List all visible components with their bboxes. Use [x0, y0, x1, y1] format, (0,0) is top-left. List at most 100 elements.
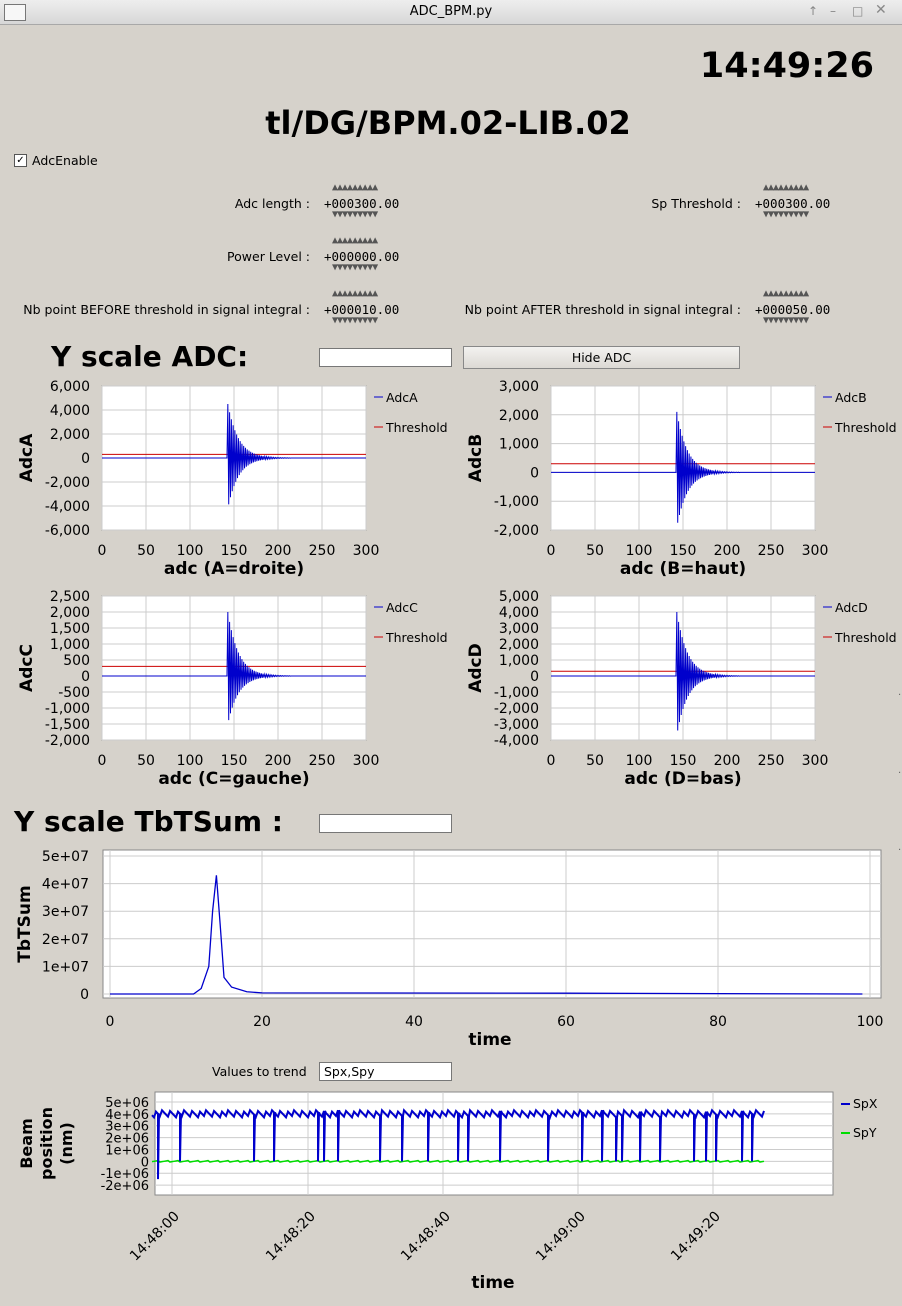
x-tick-label: 40 [405, 1014, 423, 1030]
x-tick-label: 150 [670, 753, 697, 769]
nb-before-label: Nb point BEFORE threshold in signal inte… [23, 302, 310, 317]
x-tick-label: 14:49:20 [668, 1209, 724, 1265]
maximize-icon[interactable]: □ [852, 4, 864, 18]
y-tick-label: 4,000 [50, 403, 90, 419]
y-axis-label: AdcB [466, 434, 486, 482]
adc-length-label: Adc length : [234, 196, 310, 211]
y-tick-label: -2e+06 [101, 1179, 149, 1194]
minimize-icon[interactable]: – [830, 4, 836, 18]
close-icon[interactable]: ✕ [875, 2, 887, 18]
x-axis-label: time [468, 1030, 511, 1050]
legend-label: Threshold [385, 420, 448, 435]
y-tick-label: 3,000 [499, 380, 539, 395]
y-tick-label: 1e+07 [42, 959, 89, 975]
y-tick-label: -6,000 [45, 523, 90, 539]
yscale-tbt-label: Y scale TbTSum : [14, 805, 283, 838]
splitter-handle[interactable]: · [898, 768, 902, 779]
spin-up-arrows[interactable]: ▲▲▲▲▲▲▲▲▲ [332, 288, 378, 299]
trend-label: Values to trend [212, 1064, 307, 1079]
x-tick-label: 14:49:00 [533, 1209, 589, 1265]
y-axis-label: position [37, 1107, 56, 1180]
y-tick-label: 4e+06 [105, 1108, 149, 1123]
nb-after-spinbox[interactable]: ▲▲▲▲▲▲▲▲▲ +000050.00 ▼▼▼▼▼▼▼▼▼ [755, 288, 831, 326]
splitter-handle[interactable]: · [898, 845, 902, 856]
y-axis-label: TbTSum [15, 885, 35, 962]
y-tick-label: -2,000 [494, 523, 539, 539]
y-tick-label: 5e+06 [105, 1096, 149, 1111]
tbtsum-plot: 0 20 40 60 80 100 5e+07 4e+07 3e+07 2e+07 1e+07 0 Tb… [15, 849, 884, 1050]
x-tick-label: 100 [857, 1014, 884, 1030]
y-tick-label: -2,000 [45, 733, 90, 749]
x-tick-label: 80 [709, 1014, 727, 1030]
x-tick-label: 100 [177, 543, 204, 559]
y-tick-label: 0 [530, 465, 539, 481]
adc-enable-checkbox[interactable]: ✓ [14, 154, 27, 167]
y-tick-label: -4,000 [494, 733, 539, 749]
y-axis-label: AdcA [17, 433, 37, 482]
y-tick-label: 2,500 [50, 589, 90, 605]
x-tick-label: 14:48:40 [398, 1209, 454, 1265]
spin-down-arrows[interactable]: ▼▼▼▼▼▼▼▼▼ [763, 315, 809, 326]
adc-signal-line [551, 411, 815, 523]
spin-down-arrows[interactable]: ▼▼▼▼▼▼▼▼▼ [332, 209, 378, 220]
y-axis-label: AdcD [466, 643, 486, 693]
y-tick-label: -2,000 [494, 701, 539, 717]
x-tick-label: 0 [98, 753, 107, 769]
pin-icon[interactable]: ↑ [808, 4, 819, 18]
window-titlebar: ADC_BPM.py ↑ – □ ✕ [0, 0, 902, 25]
y-tick-label: 2,000 [499, 637, 539, 653]
y-tick-label: -2,000 [45, 475, 90, 491]
x-tick-label: 250 [309, 753, 336, 769]
adc-enable-row[interactable]: ✓ AdcEnable [14, 153, 98, 168]
nb-before-spinbox[interactable]: ▲▲▲▲▲▲▲▲▲ +000010.00 ▼▼▼▼▼▼▼▼▼ [324, 288, 400, 326]
yscale-adc-input[interactable] [319, 348, 452, 367]
adc-plots: 0 50 100 150 200 250 300 6,000 4,000 2,000 0 -2,000… [17, 380, 897, 789]
y-tick-label: -4,000 [45, 499, 90, 515]
x-tick-label: 200 [714, 753, 741, 769]
x-axis-label: adc (C=gauche) [158, 769, 309, 789]
y-tick-label: 4e+07 [42, 877, 89, 893]
y-axis-label: (nm) [57, 1122, 76, 1165]
yscale-adc-label: Y scale ADC: [51, 340, 249, 373]
x-tick-label: 300 [802, 753, 829, 769]
spin-up-arrows[interactable]: ▲▲▲▲▲▲▲▲▲ [763, 288, 809, 299]
legend-label: SpX [853, 1096, 878, 1111]
x-tick-label: 250 [758, 753, 785, 769]
x-tick-label: 300 [353, 543, 380, 559]
x-tick-label: 50 [137, 543, 155, 559]
y-tick-label: 2e+07 [42, 932, 89, 948]
legend-label: Threshold [834, 420, 897, 435]
spin-up-arrows[interactable]: ▲▲▲▲▲▲▲▲▲ [332, 182, 378, 193]
hide-adc-button[interactable]: Hide ADC [463, 346, 740, 369]
x-tick-label: 200 [714, 543, 741, 559]
spin-down-arrows[interactable]: ▼▼▼▼▼▼▼▼▼ [332, 315, 378, 326]
y-tick-label: -500 [58, 685, 90, 701]
x-tick-label: 0 [547, 543, 556, 559]
x-tick-label: 50 [586, 753, 604, 769]
y-tick-label: 3,000 [499, 621, 539, 637]
y-tick-label: 0 [141, 1155, 149, 1170]
y-tick-label: 1,000 [50, 637, 90, 653]
yscale-tbt-input[interactable] [319, 814, 452, 833]
legend-label: AdcB [835, 390, 867, 405]
trend-input[interactable]: Spx,Spy [319, 1062, 452, 1081]
x-tick-label: 250 [758, 543, 785, 559]
y-tick-label: -1,000 [494, 494, 539, 510]
beam-position-plot: 14:48:00 14:48:20 14:48:40 14:49:00 14:49:20… [17, 1091, 878, 1293]
splitter-handle[interactable]: · [898, 690, 902, 701]
sp-threshold-spinbox[interactable]: ▲▲▲▲▲▲▲▲▲ +000300.00 ▼▼▼▼▼▼▼▼▼ [755, 182, 831, 220]
nb-after-label: Nb point AFTER threshold in signal integ… [464, 302, 741, 317]
spin-down-arrows[interactable]: ▼▼▼▼▼▼▼▼▼ [332, 262, 378, 273]
power-level-spinbox[interactable]: ▲▲▲▲▲▲▲▲▲ +000000.00 ▼▼▼▼▼▼▼▼▼ [324, 235, 400, 273]
x-tick-label: 14:48:00 [127, 1209, 183, 1265]
plot-area [102, 849, 882, 999]
spin-up-arrows[interactable]: ▲▲▲▲▲▲▲▲▲ [763, 182, 809, 193]
device-name: tl/DG/BPM.02-LIB.02 [265, 104, 631, 142]
adc-length-spinbox[interactable]: ▲▲▲▲▲▲▲▲▲ +000300.00 ▼▼▼▼▼▼▼▼▼ [324, 182, 400, 220]
x-tick-label: 200 [265, 753, 292, 769]
spin-down-arrows[interactable]: ▼▼▼▼▼▼▼▼▼ [763, 209, 809, 220]
y-tick-label: -1e+06 [101, 1167, 149, 1182]
x-tick-label: 150 [221, 543, 248, 559]
spin-up-arrows[interactable]: ▲▲▲▲▲▲▲▲▲ [332, 235, 378, 246]
y-tick-label: 6,000 [50, 380, 90, 395]
